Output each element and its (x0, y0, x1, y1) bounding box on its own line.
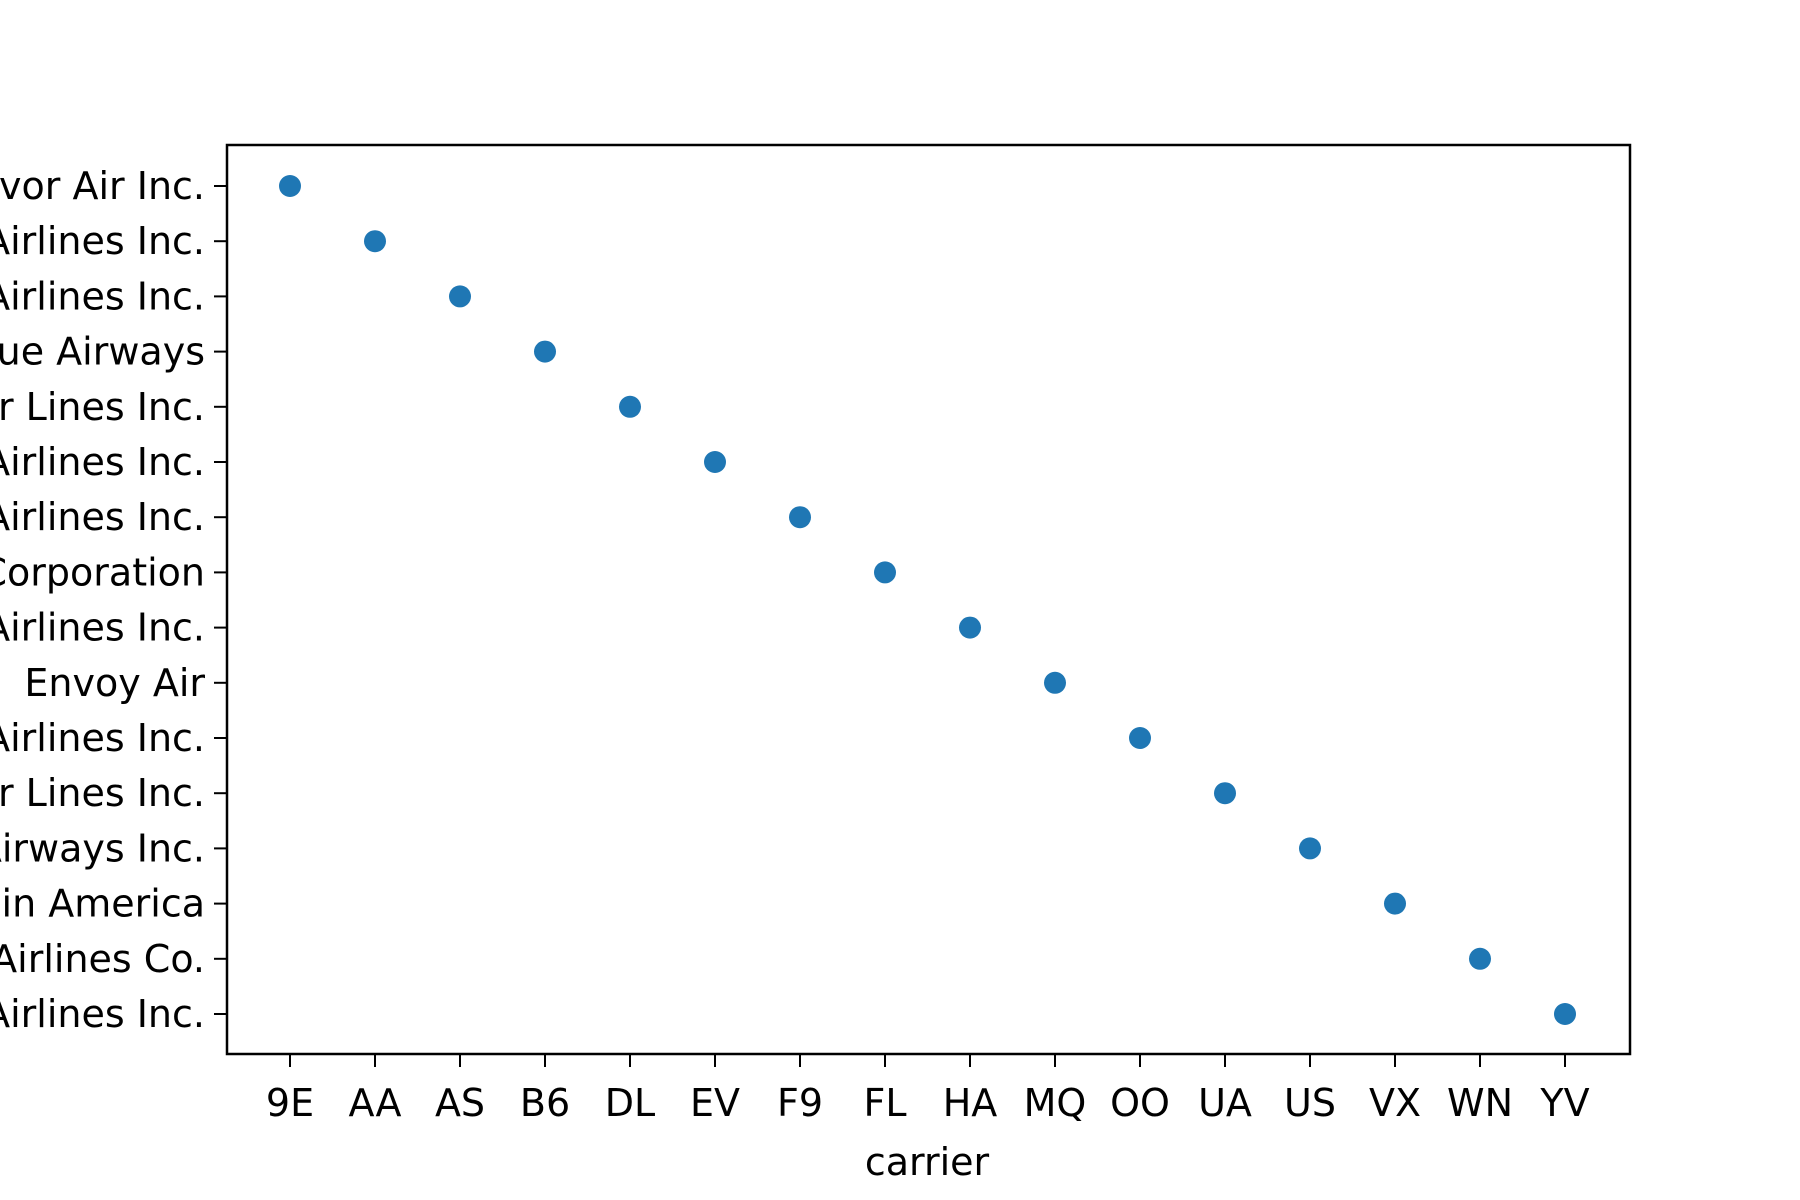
x-tick-label: AA (348, 1081, 401, 1125)
x-tick-label: AS (435, 1081, 485, 1125)
data-point (1129, 727, 1151, 749)
x-axis-title: carrier (865, 1140, 990, 1184)
data-point (364, 230, 386, 253)
data-point (1044, 671, 1066, 694)
y-tick-label: Endeavor Air Inc. (0, 164, 205, 208)
plot-frame (225, 143, 1632, 1056)
x-tick-label: 9E (266, 1081, 314, 1125)
x-tick-label: US (1284, 1081, 1336, 1125)
data-point (534, 340, 556, 363)
y-tick-label: JetBlue Airways (0, 330, 205, 374)
data-point (619, 395, 641, 418)
data-point (789, 506, 811, 529)
x-tick-label: DL (605, 1081, 655, 1125)
x-tick-label: YV (1539, 1081, 1589, 1125)
x-tick-label: FL (863, 1081, 906, 1125)
data-point (279, 175, 301, 197)
data-point (1214, 782, 1236, 805)
data-point (704, 451, 726, 473)
data-point (1384, 892, 1406, 915)
x-tick-label: B6 (520, 1081, 570, 1125)
data-point (1299, 837, 1321, 860)
data-point (959, 616, 981, 639)
x-axis: 9E AA AS B6 DL EV F9 FL HA MQ OO UA US VX WN YV (266, 1054, 1590, 1125)
y-axis: Endeavor Air Inc. American Airlines Inc. A… (0, 164, 227, 1036)
y-tick-label: Hawaiian Airlines Inc. (0, 606, 205, 650)
y-tick-label: US Airways Inc. (0, 826, 205, 870)
x-tick-label: OO (1110, 1081, 1170, 1125)
x-tick-label: WN (1447, 1081, 1513, 1125)
data-point (449, 285, 471, 308)
data-points (279, 175, 1576, 1025)
data-point (1554, 1003, 1576, 1025)
data-point (874, 561, 896, 584)
y-tick-label: Frontier Airlines Inc. (0, 495, 205, 539)
data-point (1469, 947, 1491, 970)
y-tick-label: ExpressJet Airlines Inc. (0, 440, 205, 484)
x-tick-label: MQ (1024, 1081, 1087, 1125)
y-tick-label: Mesa Airlines Inc. (0, 992, 205, 1036)
x-tick-label: F9 (777, 1081, 823, 1125)
y-tick-label: Alaska Airlines Inc. (0, 274, 205, 318)
x-tick-label: UA (1198, 1081, 1252, 1125)
y-tick-label: Envoy Air (24, 661, 205, 705)
y-tick-label: Delta Air Lines Inc. (0, 385, 205, 429)
y-tick-label: United Air Lines Inc. (0, 771, 205, 815)
x-tick-label: HA (943, 1081, 998, 1125)
x-tick-label: VX (1369, 1081, 1421, 1125)
y-tick-label: American Airlines Inc. (0, 219, 205, 263)
y-tick-label: Virgin America (0, 882, 205, 926)
y-tick-label: AirTran Airways Corporation (0, 550, 205, 594)
x-tick-label: EV (690, 1081, 740, 1125)
y-tick-label: SkyWest Airlines Inc. (0, 716, 205, 760)
y-tick-label: Southwest Airlines Co. (0, 937, 205, 981)
